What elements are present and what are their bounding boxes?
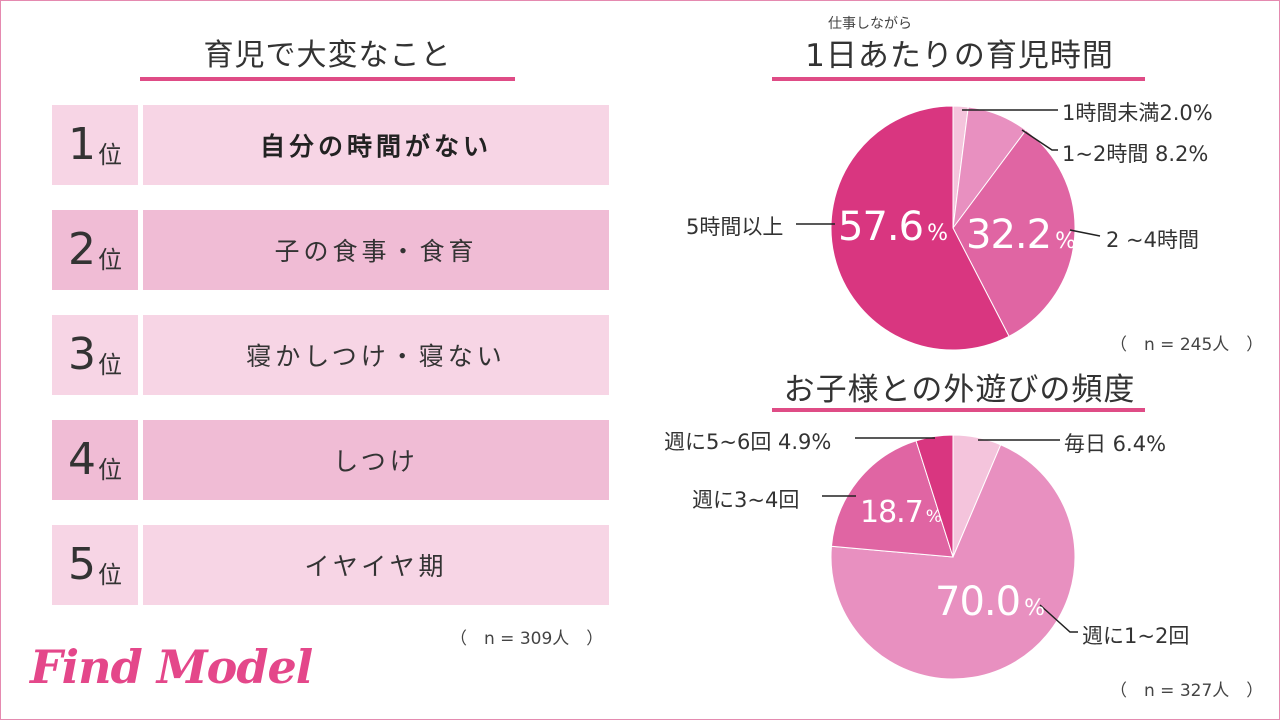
pie2-label-weekly1-2: 週に1~2回 — [1082, 624, 1190, 648]
rank-label: しつけ — [143, 420, 609, 500]
pie1-label-1-2h: 1~2時間 8.2% — [1062, 142, 1209, 166]
rank-label: 自分の時間がない — [143, 105, 609, 185]
rank-label: 子の食事・食育 — [143, 210, 609, 290]
pie-chart-outdoor-play — [830, 434, 1076, 680]
chart2-title: お子様との外遊びの頻度 — [783, 372, 1136, 408]
brand-logo: Find Model — [30, 640, 313, 694]
ranking-sample-size: （ n = 309人 ） — [450, 629, 604, 649]
pie-chart-childcare-hours — [830, 105, 1076, 351]
ranking-title: 育児で大変なこと — [203, 38, 452, 73]
ranking-title-underline — [140, 77, 515, 81]
pie-slice-5h-plus — [830, 105, 1010, 351]
chart1-title: 1日あたりの育児時間 — [805, 38, 1114, 74]
rank-label: 寝かしつけ・寝ない — [143, 315, 609, 395]
chart1-title-underline — [772, 77, 1145, 81]
pie2-label-weekly3-4: 週に3~4回 — [692, 488, 800, 512]
pie2-value-weekly1-2: 70.0% — [935, 579, 1044, 625]
chart1-sample-size: （ n = 245人 ） — [1110, 335, 1264, 355]
callout-line — [1069, 229, 1101, 237]
pie1-label-5h-plus: 5時間以上 — [686, 215, 784, 239]
callout-line — [1021, 129, 1058, 151]
chart2-title-underline — [772, 408, 1145, 412]
pie-slice-weekly-1-2 — [830, 444, 1076, 680]
pie1-value-5h: 57.6% — [838, 204, 947, 250]
pie2-label-weekly5-6: 週に5~6回 4.9% — [664, 430, 832, 454]
pie2-value-weekly3-4: 18.7% — [860, 495, 942, 530]
pie1-label-under1h: 1時間未満2.0% — [1062, 101, 1213, 125]
pie-slice-weekly-3-4 — [830, 440, 954, 558]
callout-line — [1039, 604, 1078, 633]
pie-slice-weekly-5-6 — [915, 434, 954, 558]
pie2-label-daily: 毎日 6.4% — [1064, 432, 1167, 456]
chart2-sample-size: （ n = 327人 ） — [1110, 681, 1264, 701]
pie1-label-2-4h: 2 ~4時間 — [1106, 228, 1199, 252]
chart1-title-ruby: 仕事しながら — [828, 16, 912, 32]
rank-label: イヤイヤ期 — [143, 525, 609, 605]
pie1-value-2-4h: 32.2% — [966, 212, 1075, 258]
pie-slice-2-4h — [952, 129, 1076, 338]
